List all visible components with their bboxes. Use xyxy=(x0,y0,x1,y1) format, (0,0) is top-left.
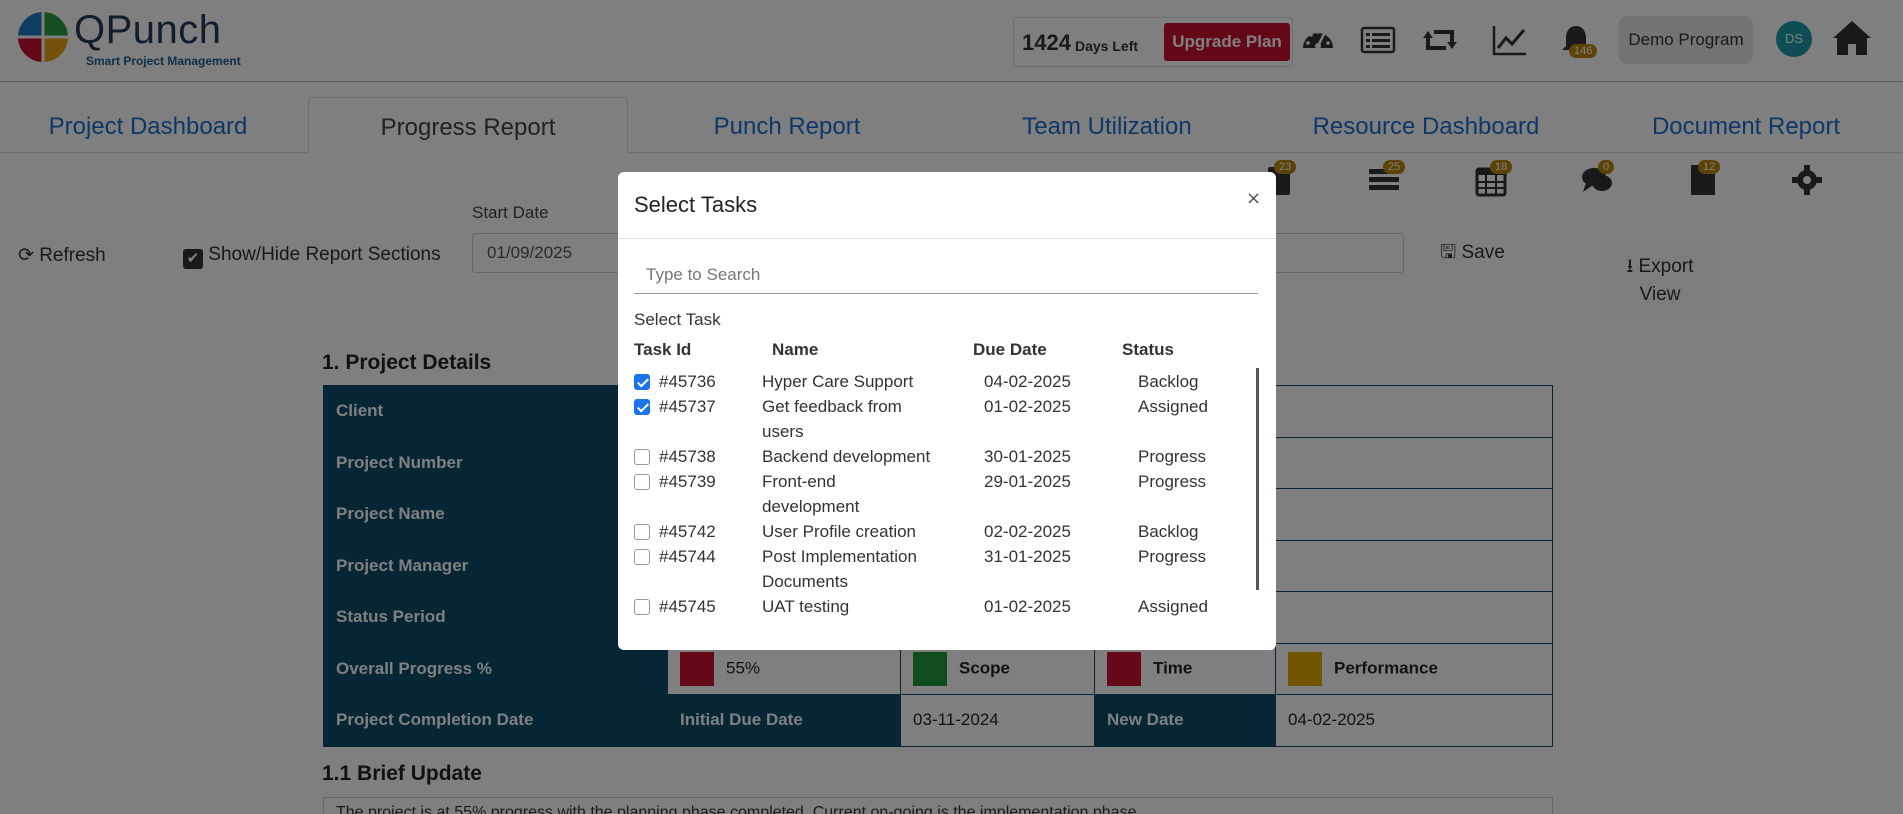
task-status: Backlog xyxy=(1138,372,1199,391)
task-search-input[interactable] xyxy=(634,256,1258,294)
task-name: Backend development xyxy=(762,447,931,466)
task-checkbox[interactable] xyxy=(634,449,650,465)
select-tasks-modal: Select Tasks × Select Task Task Id Name … xyxy=(618,172,1276,650)
task-name: Post Implementation Documents xyxy=(762,547,917,591)
task-due-date: 01-02-2025 xyxy=(984,597,1071,616)
task-id: #45745 xyxy=(659,597,716,616)
task-id: #45738 xyxy=(659,447,716,466)
task-due-date: 31-01-2025 xyxy=(984,547,1071,566)
column-header-status: Status xyxy=(1122,340,1174,359)
task-checkbox[interactable] xyxy=(634,549,650,565)
task-checkbox[interactable] xyxy=(634,474,650,490)
close-icon[interactable]: × xyxy=(1246,188,1262,209)
task-due-date: 29-01-2025 xyxy=(984,472,1071,491)
select-task-label: Select Task xyxy=(634,310,721,329)
task-checkbox[interactable] xyxy=(634,399,650,415)
task-list-scrollbar[interactable] xyxy=(1256,368,1259,590)
task-status: Progress xyxy=(1138,447,1207,466)
task-due-date: 04-02-2025 xyxy=(984,372,1071,391)
task-name: Get feedback from users xyxy=(762,397,902,441)
task-id: #45736 xyxy=(659,372,716,391)
task-id: #45737 xyxy=(659,397,716,416)
column-header-name: Name xyxy=(772,340,819,359)
task-name: Front-end development xyxy=(762,472,860,516)
task-id: #45739 xyxy=(659,472,716,491)
task-due-date: 30-01-2025 xyxy=(984,447,1071,466)
task-checkbox[interactable] xyxy=(634,599,650,615)
task-status: Backlog xyxy=(1138,522,1199,541)
task-status: Progress xyxy=(1138,547,1207,566)
task-id: #45742 xyxy=(659,522,716,541)
task-name: UAT testing xyxy=(762,597,850,616)
column-header-due-date: Due Date xyxy=(973,340,1047,359)
task-due-date: 02-02-2025 xyxy=(984,522,1071,541)
task-id: #45744 xyxy=(659,547,716,566)
task-due-date: 01-02-2025 xyxy=(984,397,1071,416)
task-checkbox[interactable] xyxy=(634,524,650,540)
modal-title: Select Tasks xyxy=(634,192,758,217)
task-name: User Profile creation xyxy=(762,522,917,541)
task-status: Assigned xyxy=(1138,597,1208,616)
column-header-task-id: Task Id xyxy=(634,340,692,359)
modal-header: Select Tasks × xyxy=(618,172,1276,239)
task-name: Hyper Care Support xyxy=(762,372,914,391)
task-status: Progress xyxy=(1138,472,1207,491)
task-status: Assigned xyxy=(1138,397,1208,416)
task-checkbox[interactable] xyxy=(634,374,650,390)
